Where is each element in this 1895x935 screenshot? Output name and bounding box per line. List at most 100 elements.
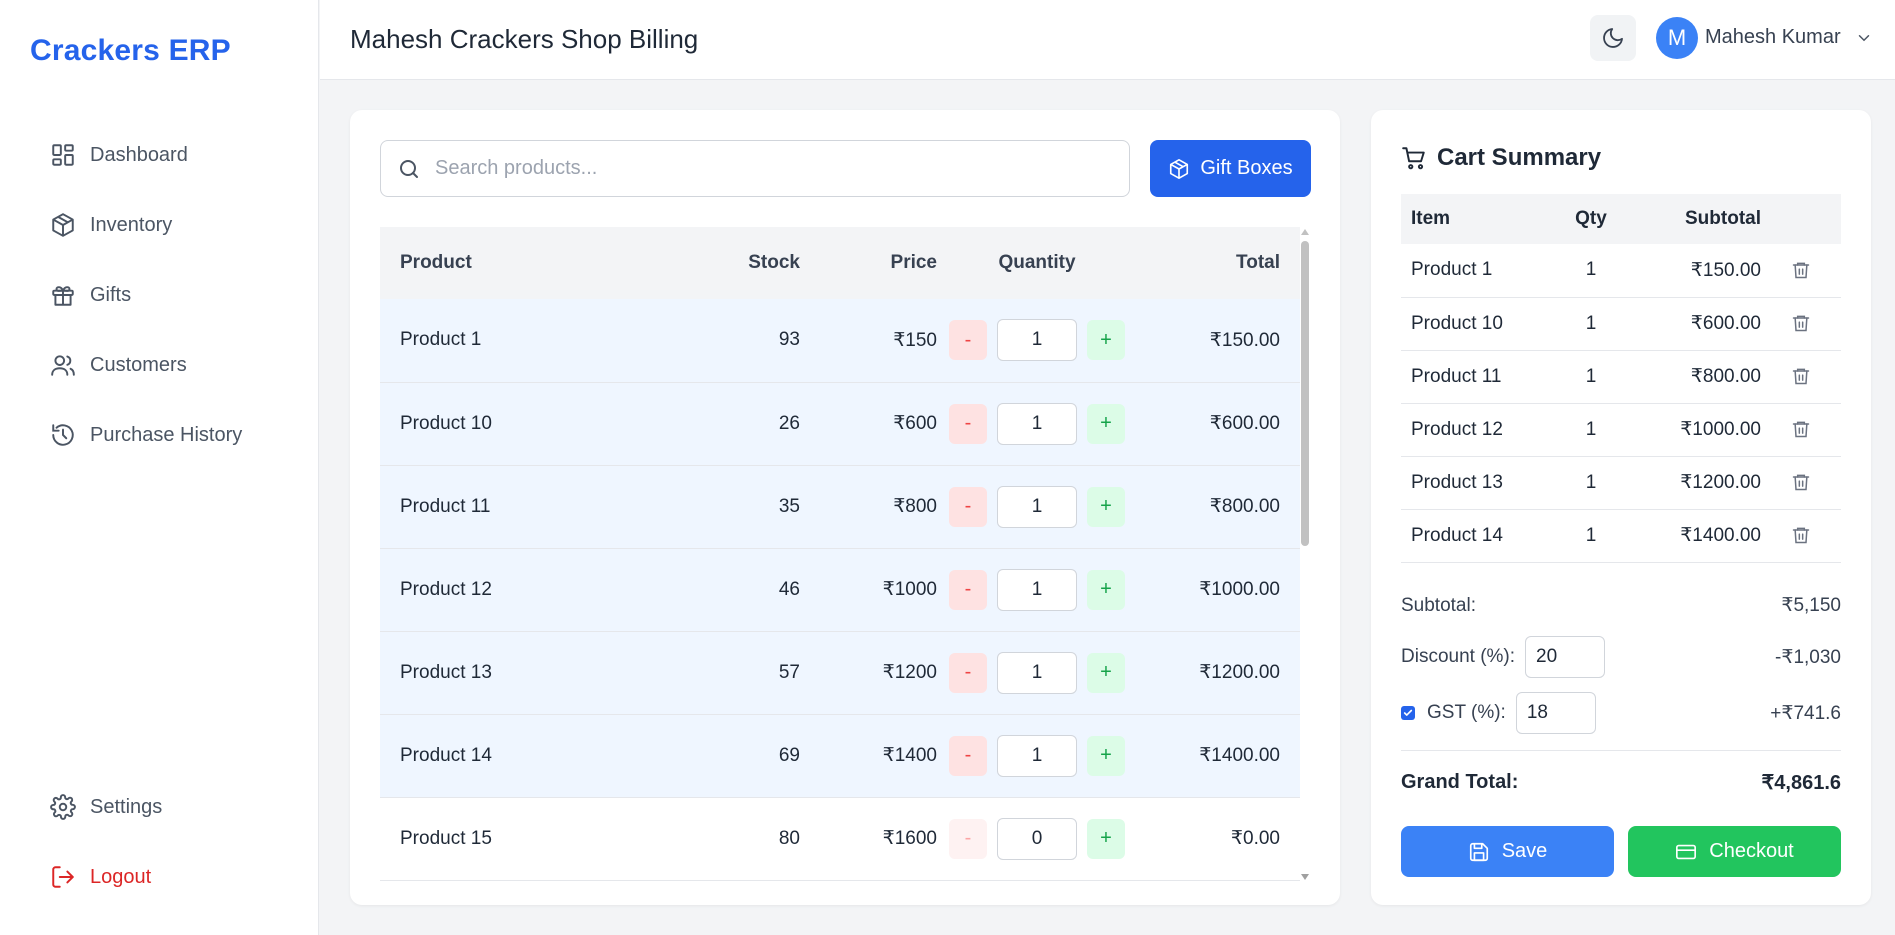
sidebar-item-label: Logout [90, 865, 152, 888]
increase-button[interactable]: + [1087, 320, 1125, 361]
quantity-input[interactable] [997, 319, 1077, 362]
theme-toggle-button[interactable] [1590, 15, 1636, 61]
product-stock: 26 [690, 382, 800, 466]
decrease-button[interactable]: - [949, 735, 987, 776]
column-header-subtotal: Subtotal [1631, 194, 1761, 244]
sidebar-item-settings[interactable]: Settings [30, 772, 290, 842]
cart-item-action [1761, 509, 1841, 563]
sidebar-item-purchase-history[interactable]: Purchase History [30, 400, 290, 470]
brand-logo[interactable]: Crackers ERP [30, 34, 231, 67]
column-header-product: Product [380, 227, 690, 299]
quantity-cell: - + [937, 714, 1137, 798]
chevron-down-icon[interactable] [1855, 29, 1873, 47]
gst-input[interactable] [1515, 692, 1596, 734]
sidebar-item-customers[interactable]: Customers [30, 330, 290, 400]
gear-icon [50, 794, 76, 820]
history-icon [52, 424, 74, 446]
quantity-cell: - + [937, 299, 1137, 383]
decrease-button[interactable]: - [949, 652, 987, 693]
increase-button[interactable]: + [1087, 403, 1125, 444]
quantity-input[interactable] [997, 402, 1077, 445]
increase-button[interactable]: + [1087, 735, 1125, 776]
products-panel: Gift Boxes Product Stock Price Quantity … [350, 110, 1340, 905]
decrease-button[interactable]: - [949, 403, 987, 444]
product-price: ₹1000 [800, 548, 937, 632]
cart-item-qty: 1 [1551, 403, 1631, 457]
cart-item-action [1761, 244, 1841, 298]
quantity-input[interactable] [997, 651, 1077, 694]
column-header-total: Total [1137, 227, 1300, 299]
cart-item-subtotal: ₹600.00 [1631, 297, 1761, 351]
summary-divider [1401, 750, 1841, 751]
decrease-button[interactable]: - [949, 818, 987, 859]
column-header-quantity: Quantity [937, 227, 1137, 299]
trash-icon[interactable] [1791, 260, 1811, 280]
product-total: ₹800.00 [1137, 465, 1300, 549]
package-icon [1170, 158, 1189, 179]
gst-label: GST (%): [1427, 702, 1506, 723]
sidebar-item-logout[interactable]: Logout [30, 842, 290, 912]
quantity-input[interactable] [997, 568, 1077, 611]
trash-icon[interactable] [1791, 366, 1811, 386]
table-row: Product 13 57 ₹1200 - + ₹1200.00 [380, 631, 1300, 715]
increase-button[interactable]: + [1087, 569, 1125, 610]
cart-item-name: Product 10 [1401, 297, 1551, 351]
gst-checkbox[interactable] [1401, 706, 1415, 720]
cart-row: Product 1 1 ₹150.00 [1401, 244, 1841, 298]
avatar[interactable]: M [1656, 17, 1698, 59]
quantity-input[interactable] [997, 734, 1077, 777]
quantity-cell: - + [937, 797, 1137, 881]
trash-icon[interactable] [1791, 313, 1811, 333]
page-title: Mahesh Crackers Shop Billing [350, 24, 699, 54]
table-scrollbar[interactable] [1298, 227, 1312, 882]
product-stock: 80 [690, 797, 800, 881]
increase-button[interactable]: + [1087, 486, 1125, 527]
increase-button[interactable]: + [1087, 818, 1125, 859]
search-box[interactable] [380, 140, 1130, 197]
sidebar-nav: Dashboard Inventory Gifts Customers Purc… [30, 120, 290, 470]
trash-icon[interactable] [1791, 419, 1811, 439]
discount-left: Discount (%): [1401, 636, 1606, 678]
logout-icon [52, 866, 74, 888]
scroll-thumb[interactable] [1301, 241, 1309, 546]
quantity-stepper: - + [949, 319, 1125, 362]
checkout-button[interactable]: Checkout [1628, 826, 1841, 877]
quantity-input[interactable] [997, 817, 1077, 860]
quantity-input[interactable] [997, 485, 1077, 528]
cart-title: Cart Summary [1401, 144, 1601, 172]
cart-item-subtotal: ₹1400.00 [1631, 509, 1761, 563]
product-price: ₹800 [800, 465, 937, 549]
user-name[interactable]: Mahesh Kumar [1705, 26, 1841, 48]
trash-icon[interactable] [1791, 525, 1811, 545]
trash-icon[interactable] [1791, 472, 1811, 492]
product-name: Product 11 [380, 465, 690, 549]
sidebar-item-inventory[interactable]: Inventory [30, 190, 290, 260]
cart-row: Product 10 1 ₹600.00 [1401, 297, 1841, 351]
sidebar-item-gifts[interactable]: Gifts [30, 260, 290, 330]
product-name: Product 13 [380, 631, 690, 715]
quantity-stepper: - + [949, 734, 1125, 777]
decrease-button[interactable]: - [949, 569, 987, 610]
table-row: Product 10 26 ₹600 - + ₹600.00 [380, 382, 1300, 466]
product-stock: 57 [690, 631, 800, 715]
search-input[interactable] [435, 157, 1115, 180]
sidebar-item-label: Gifts [90, 283, 132, 306]
table-row: Product 1 93 ₹150 - + ₹150.00 [380, 299, 1300, 383]
product-stock: 35 [690, 465, 800, 549]
cart-item-name: Product 1 [1401, 244, 1551, 298]
sidebar-item-label: Inventory [90, 213, 173, 236]
save-button[interactable]: Save [1401, 826, 1614, 877]
increase-button[interactable]: + [1087, 652, 1125, 693]
discount-value: -₹1,030 [1775, 646, 1841, 668]
scroll-down-arrow[interactable] [1301, 874, 1309, 880]
decrease-button[interactable]: - [949, 320, 987, 361]
column-header-stock: Stock [690, 227, 800, 299]
gift-boxes-button[interactable]: Gift Boxes [1150, 140, 1311, 197]
gst-left: GST (%): [1401, 692, 1596, 734]
dashboard-icon [52, 144, 74, 166]
sidebar-item-dashboard[interactable]: Dashboard [30, 120, 290, 190]
cart-table: Item Qty Subtotal Product 1 1 ₹150.00 Pr… [1401, 194, 1841, 563]
scroll-up-arrow[interactable] [1301, 229, 1309, 235]
discount-input[interactable] [1525, 636, 1606, 678]
decrease-button[interactable]: - [949, 486, 987, 527]
